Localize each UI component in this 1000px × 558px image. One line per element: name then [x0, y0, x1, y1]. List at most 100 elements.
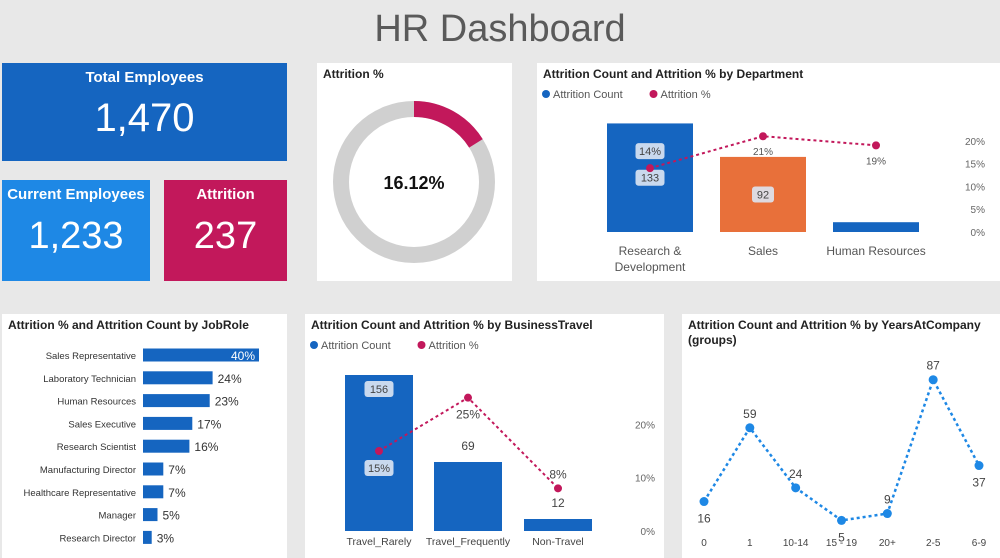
jobrole-value-label-4: 16% [194, 440, 218, 454]
legend-marker-0 [542, 90, 550, 98]
dept-pct-point-2 [872, 141, 880, 150]
dept-chart: Attrition Count Attrition % 20% 15% 10% 5% 0% 1… [542, 89, 986, 274]
jobrole-bar-2 [143, 394, 210, 408]
years-point-1 [745, 423, 755, 433]
donut-center-label: 16.12% [383, 173, 444, 193]
jobrole-value-label-6: 7% [168, 486, 186, 500]
jobrole-bar-7 [143, 508, 158, 522]
travel-pct-label-0-bg [364, 460, 394, 476]
jobrole-y-label-3: Sales Executive [68, 419, 136, 430]
travel-pct-label-2: 8% [549, 467, 567, 481]
dept-x-label-0: Development [615, 260, 686, 274]
travel-x-label-0: Travel_Rarely [347, 536, 413, 548]
kpi-total-label: Total Employees [85, 69, 204, 86]
travel-x-label-1: Travel_Frequently [426, 536, 511, 548]
page-title: HR Dashboard [374, 8, 626, 50]
years-line [702, 376, 981, 522]
legend-marker-1 [649, 90, 658, 98]
jobrole-bar-0 [143, 348, 259, 362]
years-x-label-0: 0 [701, 538, 707, 549]
travel-pct-label-1: 25% [456, 408, 480, 422]
jobrole-card[interactable]: Attrition % and Attrition Count by JobRo… [2, 314, 287, 558]
jobrole-value-label-7: 5% [163, 509, 181, 523]
travel-title: Attrition Count and Attrition % by Busin… [311, 318, 593, 332]
years-value-label-3: 5 [838, 530, 845, 544]
kpi-attrition-label: Attrition [196, 186, 255, 203]
travel-pct-point-2 [554, 484, 562, 493]
kpi-attrition[interactable]: Attrition 237 [164, 180, 287, 281]
attrition-percent-card[interactable]: Attrition % 16.12% [317, 63, 512, 281]
kpi-current-employees[interactable]: Current Employees 1,233 [2, 180, 150, 281]
dept-count-label-1-bg [752, 186, 774, 203]
jobrole-value-label-3: 17% [197, 417, 221, 431]
kpi-attrition-value: 237 [193, 215, 258, 257]
years-x-label-4: 20+ [879, 538, 896, 549]
years-card[interactable]: Attrition Count and Attrition % by Years… [682, 314, 1000, 558]
department-card[interactable]: Attrition Count and Attrition % by Depar… [537, 63, 1000, 281]
jobrole-y-label-1: Laboratory Technician [43, 374, 136, 385]
years-point-6 [974, 461, 984, 471]
legend-label-0: Attrition Count [321, 340, 391, 352]
dept-count-label-0: 133 [641, 173, 659, 185]
legend-marker-1 [417, 341, 426, 349]
years-value-label-1: 59 [743, 407, 757, 421]
travel-chart: Attrition Count Attrition % 20% 10% 0% 156 Tra… [310, 340, 656, 548]
jobrole-title: Attrition % and Attrition Count by JobRo… [8, 318, 249, 332]
kpi-total-employees[interactable]: Total Employees 1,470 [2, 63, 287, 161]
legend-label-1: Attrition % [661, 89, 711, 101]
jobrole-value-label-2: 23% [215, 395, 239, 409]
years-point-4 [882, 509, 892, 519]
jobrole-value-label-0: 40% [231, 349, 255, 363]
jobrole-y-label-2: Human Resources [57, 397, 136, 408]
kpi-current-label: Current Employees [7, 186, 145, 203]
jobrole-value-label-8: 3% [157, 531, 175, 545]
dept-pct-point-0 [646, 164, 654, 173]
years-point-2 [791, 483, 801, 493]
kpi-total-value: 1,470 [94, 96, 195, 140]
jobrole-bar-6 [143, 485, 164, 499]
travel-bar-2 [524, 519, 592, 531]
travel-pct-label-0: 15% [368, 463, 390, 475]
years-x-label-1: 1 [747, 538, 753, 549]
jobrole-y-label-8: Research Director [59, 533, 136, 544]
legend-label-0: Attrition Count [553, 89, 623, 101]
donut-chart: 16.12% [333, 101, 495, 263]
dept-count-label-1: 92 [757, 189, 769, 201]
jobrole-y-label-6: Healthcare Representative [24, 488, 136, 499]
jobrole-value-label-1: 24% [218, 372, 242, 386]
dept-pct-line [649, 135, 877, 170]
travel-count-label-1: 69 [461, 439, 475, 453]
years-value-label-6: 37 [972, 476, 986, 490]
years-title: Attrition Count and Attrition % by Years… [688, 318, 981, 348]
dept-y2-tick: 0% [971, 228, 986, 239]
travel-count-label-0: 156 [370, 384, 388, 396]
dept-y2-tick: 10% [965, 182, 985, 193]
dept-pct-label-2: 19% [866, 156, 886, 167]
donut-slice-attrition [413, 101, 483, 148]
years-point-0 [699, 497, 709, 507]
travel-y2-tick: 20% [635, 420, 655, 431]
jobrole-y-label-4: Research Scientist [57, 442, 137, 453]
dept-y2-tick: 20% [965, 137, 985, 148]
years-value-label-0: 16 [697, 512, 711, 526]
dept-pct-label-1: 21% [753, 147, 773, 158]
dept-pct-label-0-bg [635, 143, 665, 160]
travel-pct-point-0 [375, 447, 383, 455]
jobrole-value-label-5: 7% [168, 463, 186, 477]
travel-pct-point-1 [464, 393, 472, 402]
dept-bar-2 [833, 222, 919, 232]
years-x-label-2: 10-14 [783, 538, 809, 549]
dept-count-label-0-bg [635, 169, 665, 186]
years-x-label-5: 2-5 [926, 538, 941, 549]
legend-marker-0 [310, 341, 318, 349]
dept-pct-point-1 [759, 132, 767, 141]
jobrole-y-label-7: Manager [99, 511, 137, 522]
years-title-line-1: Attrition Count and Attrition % by Years… [688, 318, 981, 332]
years-x-label-6: 6-9 [972, 538, 987, 549]
travel-y2-tick: 0% [641, 527, 656, 538]
jobrole-y-label-5: Manufacturing Director [40, 465, 136, 476]
years-title-line-2: (groups) [688, 333, 737, 347]
jobrole-y-label-0: Sales Representative [46, 351, 136, 362]
travel-card[interactable]: Attrition Count and Attrition % by Busin… [305, 314, 664, 558]
years-value-label-4: 9 [884, 493, 891, 507]
